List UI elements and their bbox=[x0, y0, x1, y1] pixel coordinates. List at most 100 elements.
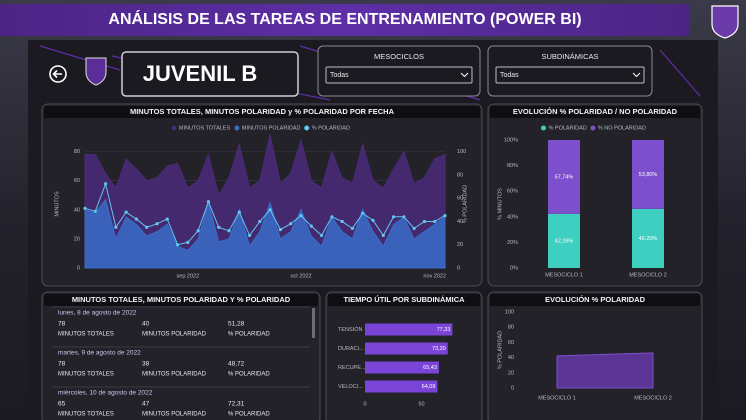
series-dot bbox=[247, 233, 252, 238]
scrollbar[interactable] bbox=[312, 308, 315, 338]
y-tick-label: 0 bbox=[77, 265, 80, 271]
series-line bbox=[84, 182, 446, 246]
y2-tick-label: 60 bbox=[457, 196, 463, 202]
panel-title: EVOLUCIÓN % POLARIDAD bbox=[545, 295, 646, 304]
y-tick-label: 40% bbox=[507, 214, 518, 220]
legend-marker bbox=[304, 125, 310, 131]
bar-segment bbox=[632, 208, 664, 268]
slicer-dropdown[interactable] bbox=[325, 66, 473, 84]
area bbox=[556, 352, 654, 389]
dropdown-chevron[interactable] bbox=[632, 72, 641, 78]
panel bbox=[325, 291, 483, 420]
panel-title: MINUTOS TOTALES, MINUTOS POLARIDAD y % P… bbox=[130, 107, 395, 116]
series-dot bbox=[350, 226, 355, 231]
panel-title: MINUTOS TOTALES, MINUTOS POLARIDAD Y % P… bbox=[72, 295, 291, 304]
panel bbox=[487, 103, 703, 287]
series-dot bbox=[124, 210, 128, 214]
back-button[interactable] bbox=[49, 65, 67, 83]
cell-label: MINUTOS TOTALES bbox=[58, 372, 114, 378]
team-box bbox=[121, 51, 299, 97]
y2-tick-label: 0 bbox=[457, 265, 460, 271]
y-tick-label: 20 bbox=[508, 370, 514, 376]
legend-marker bbox=[171, 125, 177, 131]
legend-label: MINUTOS POLARIDAD bbox=[242, 125, 301, 131]
axis-title: % POLARIDAD bbox=[462, 185, 468, 223]
series-dot bbox=[196, 229, 200, 233]
y-tick-label: 60% bbox=[507, 189, 518, 195]
y-tick-label: 20% bbox=[507, 240, 518, 246]
series-dot bbox=[217, 225, 221, 229]
axis-title: MINUTOS bbox=[54, 191, 60, 217]
x-tick-label: 0 bbox=[363, 401, 366, 407]
series-dot bbox=[299, 214, 303, 218]
legend-marker bbox=[234, 125, 240, 131]
cell-value: 72,31 bbox=[228, 401, 245, 408]
row-date: miércoles, 10 de agosto de 2022 bbox=[58, 390, 153, 397]
cell-label: % POLARIDAD bbox=[228, 372, 270, 378]
series-dot bbox=[309, 224, 313, 228]
value-label: 64,09 bbox=[422, 384, 436, 390]
slicer-label: MESOCICLOS bbox=[374, 52, 424, 61]
series-dot bbox=[412, 226, 416, 231]
y-tick-label: DURACI... bbox=[338, 346, 364, 352]
value-label: 77,33 bbox=[437, 327, 451, 333]
series-dot bbox=[145, 225, 149, 229]
series-dot bbox=[391, 215, 396, 219]
series-dot bbox=[422, 219, 427, 224]
legend-label: % POLARIDAD bbox=[549, 125, 587, 131]
series-dot bbox=[237, 210, 241, 214]
series-dot bbox=[330, 215, 334, 219]
cell-label: MINUTOS TOTALES bbox=[58, 412, 114, 418]
cell-label: MINUTOS POLARIDAD bbox=[142, 372, 207, 378]
y2-tick-label: 20 bbox=[457, 242, 463, 248]
axis-title: % POLARIDAD bbox=[497, 331, 503, 369]
title-banner bbox=[0, 4, 690, 36]
series-dot bbox=[155, 222, 159, 226]
legend-label: % POLARIDAD bbox=[312, 125, 350, 131]
cell-label: MINUTOS POLARIDAD bbox=[142, 332, 207, 338]
y-tick-label: 100% bbox=[504, 137, 518, 143]
slicer-dropdown[interactable] bbox=[495, 66, 645, 84]
series-dot bbox=[381, 233, 385, 238]
back-arrow[interactable] bbox=[52, 69, 63, 79]
cell-label: % POLARIDAD bbox=[228, 412, 270, 418]
bar-segment bbox=[548, 140, 580, 214]
x-tick-label: nov 2022 bbox=[423, 273, 446, 279]
value-label: 73,20 bbox=[432, 346, 446, 352]
cell-label: % POLARIDAD bbox=[228, 332, 270, 338]
value-label: 53,80% bbox=[639, 172, 658, 178]
bar bbox=[365, 380, 438, 393]
y-tick-label: 100 bbox=[505, 309, 514, 315]
x-tick-label: sep 2022 bbox=[177, 273, 200, 279]
crest-icon bbox=[711, 5, 739, 39]
axis-title: % MINUTOS bbox=[497, 188, 503, 220]
legend-marker bbox=[541, 125, 546, 131]
dropdown-chevron[interactable] bbox=[460, 72, 469, 78]
y-tick-label: 0% bbox=[510, 265, 518, 271]
y-tick-label: RECUPE... bbox=[338, 365, 366, 371]
slicer-value[interactable]: Todas bbox=[500, 72, 519, 79]
y-tick-label: 80 bbox=[508, 325, 514, 331]
y-tick-label: 80 bbox=[74, 149, 80, 155]
legend-marker bbox=[590, 125, 596, 131]
bar bbox=[365, 361, 439, 374]
series-dot bbox=[289, 222, 293, 226]
series-dot bbox=[402, 215, 406, 219]
slicer-value[interactable]: Todas bbox=[330, 72, 349, 79]
panel bbox=[41, 291, 321, 420]
team-name: JUVENIL B bbox=[143, 61, 258, 86]
series-dot bbox=[443, 214, 447, 218]
team-crest bbox=[85, 57, 107, 86]
series-dot bbox=[268, 208, 272, 212]
cell-label: MINUTOS TOTALES bbox=[58, 332, 114, 338]
y-tick-label: 80% bbox=[507, 163, 518, 169]
series-dot bbox=[319, 233, 324, 238]
y-tick-label: 60 bbox=[74, 178, 80, 184]
x-tick-label: MESOCICLO 1 bbox=[545, 272, 583, 278]
x-tick-label: MESOCICLO 2 bbox=[629, 272, 667, 278]
cell-value: 48,72 bbox=[228, 361, 245, 368]
legend-label: MINUTOS TOTALES bbox=[179, 125, 231, 131]
cell-value: 51,28 bbox=[228, 321, 245, 328]
row-date: lunes, 8 de agosto de 2022 bbox=[58, 310, 137, 317]
